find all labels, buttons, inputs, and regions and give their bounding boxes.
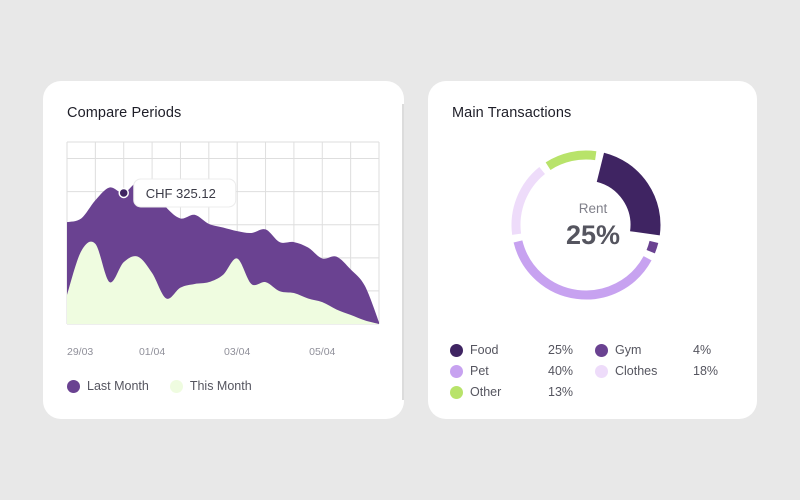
- legend-label-gym: Gym: [615, 343, 642, 357]
- legend-item-pet: Pet 40%: [450, 364, 580, 378]
- main-transactions-title: Main Transactions: [452, 105, 572, 121]
- legend-item-clothes: Clothes 18%: [595, 364, 725, 378]
- legend-item-last-month: Last Month: [67, 379, 149, 393]
- donut-center: Rent 25%: [513, 201, 673, 251]
- chart-tooltip: CHF 325.12: [133, 178, 237, 208]
- donut-slice-pet[interactable]: [513, 240, 652, 300]
- legend-label-other: Other: [470, 385, 502, 399]
- x-tick-label: 29/03: [67, 346, 93, 358]
- legend-percent-clothes: 18%: [693, 364, 719, 378]
- tooltip-marker[interactable]: [118, 187, 129, 199]
- donut-slice-clothes[interactable]: [511, 166, 546, 235]
- legend-swatch-other: [450, 385, 463, 399]
- compare-periods-title: Compare Periods: [67, 105, 182, 121]
- legend-swatch-last-month: [67, 379, 80, 393]
- legend-item-gym: Gym 4%: [595, 343, 725, 357]
- legend-label-pet: Pet: [470, 364, 489, 378]
- x-tick-label: 01/04: [139, 346, 165, 358]
- legend-swatch-food: [450, 343, 463, 357]
- legend-label-food: Food: [470, 343, 499, 357]
- donut-center-label: Rent: [578, 201, 608, 216]
- legend-swatch-this-month: [169, 379, 183, 393]
- area-this-month: [67, 241, 379, 324]
- x-tick-label: 05/04: [309, 346, 335, 358]
- legend-percent-food: 25%: [548, 343, 574, 357]
- legend-item-other: Other 13%: [450, 385, 580, 399]
- transactions-donut-chart: [511, 150, 661, 300]
- legend-percent-gym: 4%: [693, 343, 712, 357]
- compare-area-chart: 29/03 01/04 03/04 05/04 CHF 325.12: [66, 141, 380, 358]
- tooltip-box: [133, 178, 237, 208]
- compare-periods-card: Compare Periods 29/03 01/04 03/04 05/04 CHF …: [43, 81, 404, 419]
- card-divider: [402, 104, 404, 400]
- legend-label-clothes: Clothes: [615, 364, 658, 378]
- tooltip-text: CHF 325.12: [146, 186, 216, 201]
- legend-label-last-month: Last Month: [87, 379, 149, 393]
- legend-swatch-gym: [595, 343, 608, 357]
- legend-item-this-month: This Month: [169, 379, 252, 393]
- main-transactions-card: Main Transactions Rent 25% Food 25% Gym 4% P…: [428, 81, 757, 419]
- compare-legend: Last Month This Month: [67, 379, 273, 393]
- legend-item-food: Food 25%: [450, 343, 580, 357]
- legend-label-this-month: This Month: [189, 379, 252, 393]
- legend-swatch-pet: [450, 364, 463, 378]
- legend-percent-other: 13%: [548, 385, 574, 399]
- x-tick-label: 03/04: [224, 346, 250, 358]
- donut-center-value: 25%: [565, 220, 621, 250]
- donut-slice-gym[interactable]: [646, 240, 659, 254]
- donut-slice-food[interactable]: [596, 152, 661, 236]
- legend-swatch-clothes: [595, 364, 608, 378]
- donut-slice-other[interactable]: [545, 150, 597, 171]
- legend-percent-pet: 40%: [548, 364, 574, 378]
